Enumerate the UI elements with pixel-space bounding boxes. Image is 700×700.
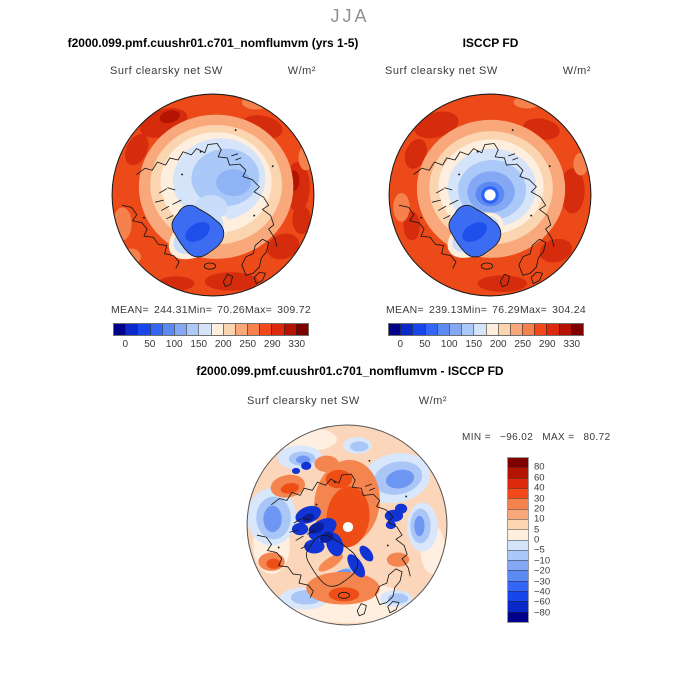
max-value: 309.72 [277,304,312,316]
colorbar-boxes [507,457,529,623]
map-border [111,93,315,297]
map-border [388,93,592,297]
min-label: Min= [187,304,213,316]
min-value: −96.02 [499,432,534,443]
diff-units-label: W/m² [418,395,447,407]
diff-stats: MIN = −96.02 MAX = 80.72 [462,432,611,443]
max-label: Max= [244,304,273,316]
max-value: 304.24 [552,304,587,316]
obs-polar-map [388,93,592,297]
colorbar-boxes [388,323,584,336]
diff-colorbar: 80 60 40 30 20 10 5 0 −5 −10 −20 −30 −40 −60 −80 [507,457,550,623]
obs-stats: MEAN= 239.13 Min= 76.29 Max= 304.24 [386,304,587,316]
model-field-label: Surf clearsky net SW [110,65,223,77]
diff-polar-map [246,424,448,626]
model-polar-map [111,93,315,297]
season-title: JJA [330,6,370,26]
model-panel-title: f2000.099.pmf.cuushr01.c701_nomflumvm (y… [67,36,359,50]
pole-data-void-dot [484,189,496,201]
diff-field-row: Surf clearsky net SW W/m² [247,395,447,407]
colorbar-tick-labels: 0 50 100 150 200 250 290 330 [122,339,306,350]
colorbar-boxes [113,323,309,336]
model-stats: MEAN= 244.31 Min= 70.26 Max= 309.72 [111,304,312,316]
min-label: Min= [462,304,488,316]
obs-panel-title: ISCCP FD [462,36,519,50]
colorbar-tick-labels: 0 50 100 150 200 250 290 330 [397,339,581,350]
map-border [246,424,448,626]
obs-field-label: Surf clearsky net SW [385,65,498,77]
diff-field-label: Surf clearsky net SW [247,395,360,407]
min-label: MIN = [462,432,491,443]
obs-field-row: Surf clearsky net SW W/m² [385,65,591,77]
max-label: MAX = [542,432,575,443]
min-value: 76.29 [492,304,520,316]
colorbar-tick-labels: 80 60 40 30 20 10 5 0 −5 −10 −20 −30 −40 −60 −80 [534,461,551,619]
mean-value: 244.31 [153,304,188,316]
obs-contour-fills [389,94,591,296]
mean-value: 239.13 [428,304,463,316]
mean-label: MEAN= [111,304,149,316]
diff-contour-fills [247,425,447,625]
mean-label: MEAN= [386,304,424,316]
diff-panel-title: f2000.099.pmf.cuushr01.c701_nomflumvm - … [196,364,504,378]
max-label: Max= [519,304,548,316]
model-units-label: W/m² [287,65,316,77]
model-colorbar: 0 50 100 150 200 250 290 330 [113,323,309,350]
max-value: 80.72 [583,432,611,443]
obs-units-label: W/m² [562,65,591,77]
obs-colorbar: 0 50 100 150 200 250 290 330 [388,323,584,350]
pole-data-void-dot [342,521,354,533]
model-field-row: Surf clearsky net SW W/m² [110,65,316,77]
min-value: 70.26 [217,304,245,316]
model-contour-fills [112,94,314,296]
